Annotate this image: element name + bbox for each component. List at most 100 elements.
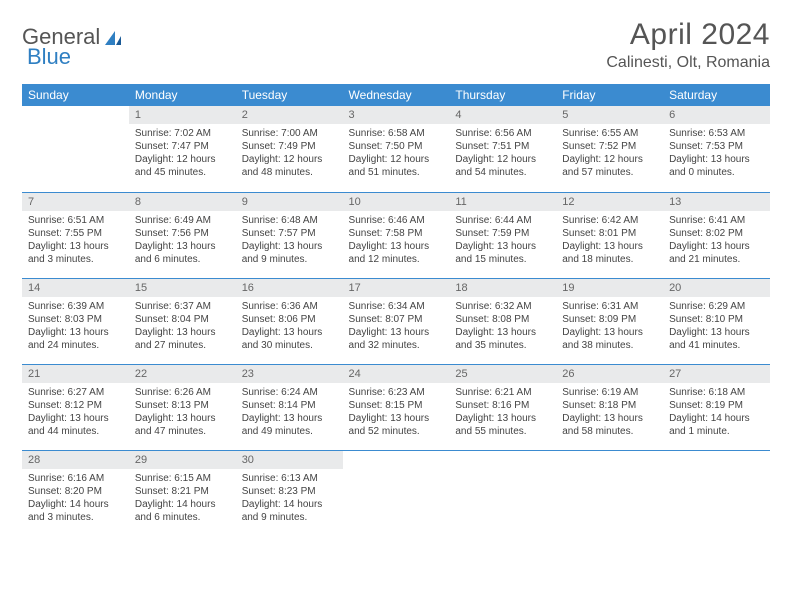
day-details: Sunrise: 6:23 AMSunset: 8:15 PMDaylight:… bbox=[343, 383, 450, 444]
calendar-cell: 26Sunrise: 6:19 AMSunset: 8:18 PMDayligh… bbox=[556, 364, 663, 450]
calendar-cell: 6Sunrise: 6:53 AMSunset: 7:53 PMDaylight… bbox=[663, 106, 770, 192]
calendar-cell bbox=[22, 106, 129, 192]
sunrise-line: Sunrise: 6:36 AM bbox=[242, 300, 337, 313]
sunset-line: Sunset: 8:07 PM bbox=[349, 313, 444, 326]
weekday-header: Thursday bbox=[449, 84, 556, 106]
day-number: 14 bbox=[22, 279, 129, 297]
day-number: 23 bbox=[236, 365, 343, 383]
daylight-line: Daylight: 13 hours and 21 minutes. bbox=[669, 240, 764, 266]
calendar-cell: 20Sunrise: 6:29 AMSunset: 8:10 PMDayligh… bbox=[663, 278, 770, 364]
day-number: 22 bbox=[129, 365, 236, 383]
calendar-cell bbox=[449, 450, 556, 536]
sunset-line: Sunset: 7:57 PM bbox=[242, 227, 337, 240]
sunset-line: Sunset: 7:53 PM bbox=[669, 140, 764, 153]
calendar-cell: 8Sunrise: 6:49 AMSunset: 7:56 PMDaylight… bbox=[129, 192, 236, 278]
day-details: Sunrise: 6:19 AMSunset: 8:18 PMDaylight:… bbox=[556, 383, 663, 444]
day-number: 7 bbox=[22, 193, 129, 211]
sunset-line: Sunset: 7:52 PM bbox=[562, 140, 657, 153]
calendar-cell: 10Sunrise: 6:46 AMSunset: 7:58 PMDayligh… bbox=[343, 192, 450, 278]
day-number: 27 bbox=[663, 365, 770, 383]
day-number: 5 bbox=[556, 106, 663, 124]
calendar-cell: 17Sunrise: 6:34 AMSunset: 8:07 PMDayligh… bbox=[343, 278, 450, 364]
sunset-line: Sunset: 8:23 PM bbox=[242, 485, 337, 498]
day-details: Sunrise: 6:37 AMSunset: 8:04 PMDaylight:… bbox=[129, 297, 236, 358]
sunrise-line: Sunrise: 6:49 AM bbox=[135, 214, 230, 227]
daylight-line: Daylight: 13 hours and 12 minutes. bbox=[349, 240, 444, 266]
day-details: Sunrise: 6:13 AMSunset: 8:23 PMDaylight:… bbox=[236, 469, 343, 530]
calendar-cell: 14Sunrise: 6:39 AMSunset: 8:03 PMDayligh… bbox=[22, 278, 129, 364]
daylight-line: Daylight: 13 hours and 27 minutes. bbox=[135, 326, 230, 352]
calendar-cell: 22Sunrise: 6:26 AMSunset: 8:13 PMDayligh… bbox=[129, 364, 236, 450]
sunset-line: Sunset: 7:56 PM bbox=[135, 227, 230, 240]
sunrise-line: Sunrise: 6:44 AM bbox=[455, 214, 550, 227]
day-details: Sunrise: 6:49 AMSunset: 7:56 PMDaylight:… bbox=[129, 211, 236, 272]
calendar-cell: 4Sunrise: 6:56 AMSunset: 7:51 PMDaylight… bbox=[449, 106, 556, 192]
logo-sail-icon bbox=[103, 29, 123, 47]
daylight-line: Daylight: 13 hours and 0 minutes. bbox=[669, 153, 764, 179]
logo-blue-line: Blue bbox=[27, 44, 71, 70]
calendar-cell: 28Sunrise: 6:16 AMSunset: 8:20 PMDayligh… bbox=[22, 450, 129, 536]
day-details: Sunrise: 6:51 AMSunset: 7:55 PMDaylight:… bbox=[22, 211, 129, 272]
sunrise-line: Sunrise: 6:13 AM bbox=[242, 472, 337, 485]
calendar-cell: 16Sunrise: 6:36 AMSunset: 8:06 PMDayligh… bbox=[236, 278, 343, 364]
day-number: 25 bbox=[449, 365, 556, 383]
daylight-line: Daylight: 14 hours and 6 minutes. bbox=[135, 498, 230, 524]
sunrise-line: Sunrise: 6:29 AM bbox=[669, 300, 764, 313]
daylight-line: Daylight: 13 hours and 15 minutes. bbox=[455, 240, 550, 266]
calendar-cell: 24Sunrise: 6:23 AMSunset: 8:15 PMDayligh… bbox=[343, 364, 450, 450]
day-number: 10 bbox=[343, 193, 450, 211]
day-details: Sunrise: 6:44 AMSunset: 7:59 PMDaylight:… bbox=[449, 211, 556, 272]
day-number: 20 bbox=[663, 279, 770, 297]
sunrise-line: Sunrise: 7:02 AM bbox=[135, 127, 230, 140]
logo-text-blue: Blue bbox=[27, 44, 71, 69]
day-details: Sunrise: 6:32 AMSunset: 8:08 PMDaylight:… bbox=[449, 297, 556, 358]
calendar-cell: 3Sunrise: 6:58 AMSunset: 7:50 PMDaylight… bbox=[343, 106, 450, 192]
sunset-line: Sunset: 8:10 PM bbox=[669, 313, 764, 326]
sunrise-line: Sunrise: 6:42 AM bbox=[562, 214, 657, 227]
day-number: 17 bbox=[343, 279, 450, 297]
day-number: 3 bbox=[343, 106, 450, 124]
daylight-line: Daylight: 14 hours and 9 minutes. bbox=[242, 498, 337, 524]
sunset-line: Sunset: 8:01 PM bbox=[562, 227, 657, 240]
day-details: Sunrise: 6:42 AMSunset: 8:01 PMDaylight:… bbox=[556, 211, 663, 272]
sunset-line: Sunset: 8:13 PM bbox=[135, 399, 230, 412]
sunset-line: Sunset: 7:49 PM bbox=[242, 140, 337, 153]
day-number: 2 bbox=[236, 106, 343, 124]
sunset-line: Sunset: 8:04 PM bbox=[135, 313, 230, 326]
day-details: Sunrise: 6:41 AMSunset: 8:02 PMDaylight:… bbox=[663, 211, 770, 272]
sunset-line: Sunset: 7:59 PM bbox=[455, 227, 550, 240]
calendar-row: 21Sunrise: 6:27 AMSunset: 8:12 PMDayligh… bbox=[22, 364, 770, 450]
daylight-line: Daylight: 14 hours and 3 minutes. bbox=[28, 498, 123, 524]
day-number: 9 bbox=[236, 193, 343, 211]
sunset-line: Sunset: 8:16 PM bbox=[455, 399, 550, 412]
calendar-cell: 19Sunrise: 6:31 AMSunset: 8:09 PMDayligh… bbox=[556, 278, 663, 364]
sunrise-line: Sunrise: 6:37 AM bbox=[135, 300, 230, 313]
daylight-line: Daylight: 13 hours and 30 minutes. bbox=[242, 326, 337, 352]
sunset-line: Sunset: 8:03 PM bbox=[28, 313, 123, 326]
day-number: 26 bbox=[556, 365, 663, 383]
calendar-cell: 25 Sunrise: 6:21 AMSunset: 8:16 PMDayligh… bbox=[449, 364, 556, 450]
calendar-cell: 13Sunrise: 6:41 AMSunset: 8:02 PMDayligh… bbox=[663, 192, 770, 278]
day-details: Sunrise: 6:27 AMSunset: 8:12 PMDaylight:… bbox=[22, 383, 129, 444]
day-number: 1 bbox=[129, 106, 236, 124]
sunrise-line: Sunrise: 6:46 AM bbox=[349, 214, 444, 227]
calendar-cell: 2Sunrise: 7:00 AMSunset: 7:49 PMDaylight… bbox=[236, 106, 343, 192]
sunset-line: Sunset: 8:02 PM bbox=[669, 227, 764, 240]
day-details: Sunrise: 6:34 AMSunset: 8:07 PMDaylight:… bbox=[343, 297, 450, 358]
day-details: Sunrise: 6:26 AMSunset: 8:13 PMDaylight:… bbox=[129, 383, 236, 444]
sunset-line: Sunset: 8:06 PM bbox=[242, 313, 337, 326]
daylight-line: Daylight: 12 hours and 45 minutes. bbox=[135, 153, 230, 179]
sunset-line: Sunset: 8:18 PM bbox=[562, 399, 657, 412]
sunset-line: Sunset: 7:47 PM bbox=[135, 140, 230, 153]
calendar-cell: 12Sunrise: 6:42 AMSunset: 8:01 PMDayligh… bbox=[556, 192, 663, 278]
daylight-line: Daylight: 13 hours and 38 minutes. bbox=[562, 326, 657, 352]
weekday-header: Wednesday bbox=[343, 84, 450, 106]
calendar-cell: 21Sunrise: 6:27 AMSunset: 8:12 PMDayligh… bbox=[22, 364, 129, 450]
sunrise-line: Sunrise: 6:21 AM bbox=[455, 386, 550, 399]
day-details: Sunrise: 6:31 AMSunset: 8:09 PMDaylight:… bbox=[556, 297, 663, 358]
daylight-line: Daylight: 12 hours and 48 minutes. bbox=[242, 153, 337, 179]
daylight-line: Daylight: 13 hours and 55 minutes. bbox=[455, 412, 550, 438]
day-number: 12 bbox=[556, 193, 663, 211]
day-number: 30 bbox=[236, 451, 343, 469]
sunrise-line: Sunrise: 6:27 AM bbox=[28, 386, 123, 399]
